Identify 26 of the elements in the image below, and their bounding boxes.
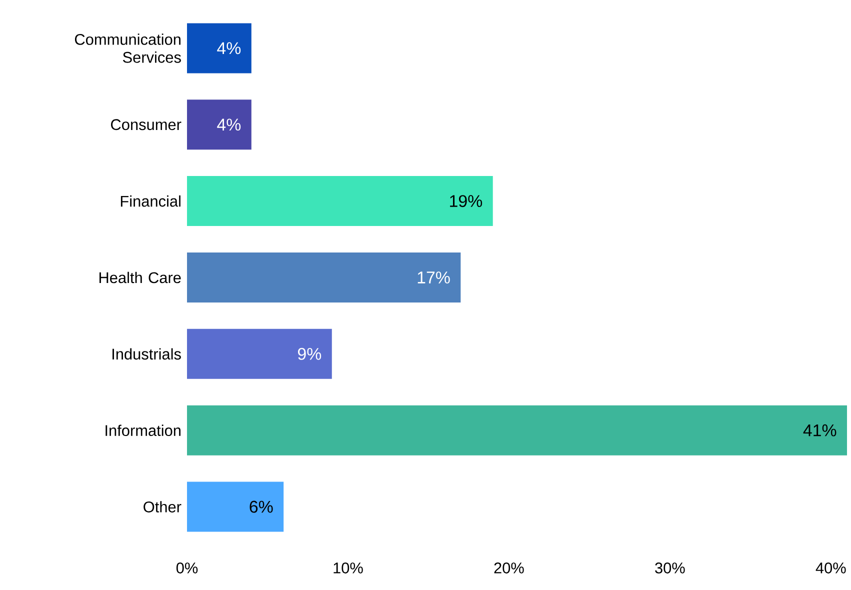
data-label: 17%: [418, 272, 450, 284]
x-tick-label: 0%: [176, 562, 198, 574]
data-label: 9%: [298, 348, 322, 360]
bar: [187, 482, 284, 532]
bar: [187, 100, 252, 150]
bar: [187, 405, 848, 456]
y-tick-label: Industrials: [112, 348, 181, 360]
x-tick-label: 40%: [816, 562, 846, 574]
data-label: 41%: [803, 424, 836, 436]
data-label: 4%: [217, 118, 241, 131]
y-tick-label: Financial: [120, 195, 180, 207]
y-tick-label: Other: [144, 501, 182, 512]
y-tick-label: Consumer: [111, 119, 182, 130]
bar: [187, 328, 332, 379]
x-tick-label: 30%: [655, 562, 685, 574]
y-tick-label: Information: [106, 424, 180, 436]
bar: [187, 176, 493, 226]
y-tick-label: Communication Services: [74, 34, 181, 63]
y-tick-label: Health Care: [100, 272, 181, 284]
x-tick-label: 20%: [494, 562, 524, 574]
x-tick-label: 10%: [334, 562, 363, 574]
bar: [187, 23, 252, 74]
data-label: 6%: [250, 500, 273, 513]
data-label: 19%: [450, 195, 482, 208]
bar: [187, 252, 461, 302]
data-label: 4%: [217, 42, 241, 54]
